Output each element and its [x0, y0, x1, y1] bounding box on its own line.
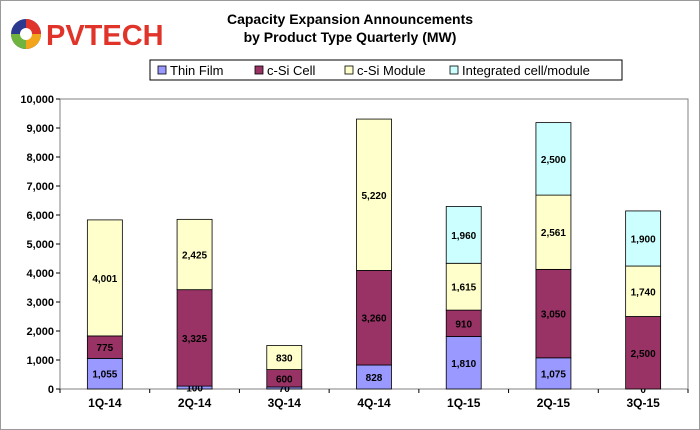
bar-segment: [535, 194, 572, 270]
legend-swatch: [449, 65, 459, 75]
x-category-label: 1Q-15: [447, 396, 481, 410]
legend-label: Thin Film: [170, 63, 223, 78]
bar-segment: [266, 345, 303, 370]
y-tick-label: 1,000: [26, 355, 54, 367]
data-label: 5,220: [361, 191, 386, 202]
y-tick-label: 2,000: [26, 326, 54, 338]
data-label: 830: [276, 354, 293, 365]
bar-segment: [356, 364, 392, 390]
data-label: 1,810: [451, 359, 476, 370]
data-label: 70: [279, 384, 291, 395]
data-label: 3,260: [361, 314, 386, 325]
bar-segment: [356, 270, 392, 366]
data-label: 2,561: [541, 228, 566, 239]
data-label: 1,960: [451, 231, 476, 242]
bar-segment: [356, 118, 392, 271]
legend-label: c-Si Module: [357, 63, 426, 78]
data-label: 910: [455, 319, 472, 330]
data-label: 1,740: [631, 287, 656, 298]
data-label: 828: [366, 373, 383, 384]
bar-segment: [176, 218, 213, 291]
bar-segment: [625, 210, 662, 267]
y-tick-label: 0: [48, 384, 54, 396]
data-label: 2,500: [631, 349, 656, 360]
data-label: 1,075: [541, 369, 566, 380]
legend-swatch: [157, 65, 167, 75]
data-label: 2,500: [541, 155, 566, 166]
data-label: 775: [97, 343, 114, 354]
y-tick-label: 4,000: [26, 268, 54, 280]
legend-swatch: [344, 65, 354, 75]
y-tick-label: 9,000: [26, 123, 54, 135]
y-tick-label: 3,000: [26, 297, 54, 309]
data-label: 2,425: [182, 251, 207, 262]
data-label: 1,055: [92, 370, 117, 381]
bar-segment: [625, 265, 662, 317]
bar-segment: [86, 358, 123, 390]
x-category-label: 4Q-14: [357, 396, 391, 410]
legend-swatch: [254, 65, 264, 75]
chart-title: Capacity Expansion Announcements: [226, 11, 474, 27]
bar-segment: [445, 206, 482, 264]
y-tick-label: 10,000: [20, 94, 54, 106]
x-category-label: 2Q-14: [178, 396, 212, 410]
bar-segment: [535, 357, 572, 390]
data-label: 1,615: [451, 283, 476, 294]
data-label: 3,050: [541, 310, 566, 321]
logo-text: PVTECH: [46, 20, 164, 52]
x-category-label: 2Q-15: [537, 396, 571, 410]
x-category-label: 1Q-14: [88, 396, 122, 410]
bar-segment: [86, 219, 123, 337]
bar-segment: [445, 336, 482, 390]
legend-box: [149, 59, 623, 81]
x-category-label: 3Q-15: [626, 396, 660, 410]
data-label: 0: [640, 385, 646, 396]
chart-title-block: Capacity Expansion Announcements by Prod…: [200, 10, 500, 46]
data-label: 600: [276, 374, 293, 385]
y-tick-label: 7,000: [26, 181, 54, 193]
pvtech-logo: PVTECH: [8, 14, 178, 54]
data-label: 3,325: [182, 334, 207, 345]
data-label: 4,001: [92, 274, 117, 285]
bar-segment: [535, 268, 572, 359]
bar-segment: [445, 262, 482, 311]
y-tick-label: 5,000: [26, 239, 54, 251]
bar-segment: [535, 122, 572, 196]
x-category-label: 3Q-14: [268, 396, 302, 410]
y-tick-label: 6,000: [26, 210, 54, 222]
pvtech-logo-mark: PVTECH: [11, 19, 164, 52]
bar-segment: [176, 289, 213, 387]
chart-subtitle: by Product Type Quarterly (MW): [243, 29, 457, 45]
bar-segment: [445, 309, 482, 337]
bar-segment: [625, 316, 662, 390]
data-label: 1,900: [631, 234, 656, 245]
legend-label: c-Si Cell: [267, 63, 316, 78]
legend-label: Integrated cell/module: [462, 63, 590, 78]
y-tick-label: 8,000: [26, 152, 54, 164]
data-label: 100: [186, 384, 203, 395]
